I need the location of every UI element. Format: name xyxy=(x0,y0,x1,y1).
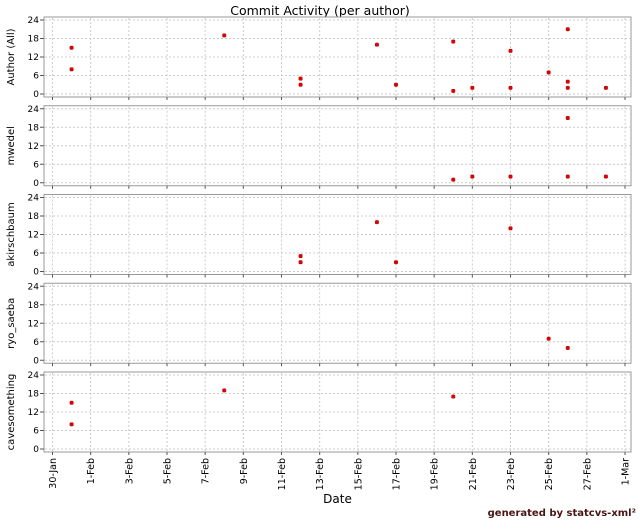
data-point xyxy=(603,174,608,179)
data-point xyxy=(394,82,398,87)
data-point xyxy=(394,260,398,265)
y-tick-label: 6 xyxy=(33,249,39,259)
data-point xyxy=(69,400,74,405)
subplot-cavesomething: 0 6 12 18 24 cavesomething xyxy=(6,371,632,455)
x-tick-label: 15-Feb xyxy=(353,458,364,490)
data-point xyxy=(603,85,608,90)
data-point xyxy=(508,48,513,53)
x-tick-label: 30-Jan xyxy=(48,458,59,489)
x-tick-label: 5-Feb xyxy=(162,458,173,484)
y-tick-label: 24 xyxy=(28,16,40,26)
y-tick-label: 0 xyxy=(33,445,39,455)
data-point xyxy=(222,33,227,38)
chart-title: Commit Activity (per author) xyxy=(230,3,410,18)
y-tick-label: 6 xyxy=(33,338,39,348)
watermark-generated-by: generated by statcvs-xml² xyxy=(487,508,636,519)
data-point xyxy=(565,116,570,120)
subplot-ryo-saeba: 0 6 12 18 24 ryo_saeba xyxy=(6,282,632,367)
data-point xyxy=(508,174,513,179)
x-tick-label: 3-Feb xyxy=(124,458,135,484)
x-tick-label: 1-Feb xyxy=(86,458,97,484)
y-tick-label: 18 xyxy=(28,35,40,45)
x-tick-label: 17-Feb xyxy=(391,458,402,490)
data-point xyxy=(451,394,456,399)
data-point xyxy=(565,79,570,84)
data-point xyxy=(298,76,303,81)
x-tick-label: 21-Feb xyxy=(468,458,479,490)
x-axis-title: Date xyxy=(323,492,352,506)
x-tick-label: 11-Feb xyxy=(277,458,288,490)
y-tick-label: 12 xyxy=(28,319,39,329)
data-point xyxy=(69,67,74,72)
y-tick-label: 6 xyxy=(33,427,39,437)
y-tick-label: 18 xyxy=(28,390,40,400)
data-point xyxy=(298,254,303,259)
x-tick-label: 9-Feb xyxy=(239,458,250,484)
data-point xyxy=(565,85,570,90)
subplot-author-label: Author (All) xyxy=(6,28,17,85)
subplot-mwedel: 0 6 12 18 24 mwedel xyxy=(6,105,632,189)
x-tick-label: 7-Feb xyxy=(201,458,212,484)
subplot-author-all: 0 6 12 18 24 Author (All) xyxy=(6,16,632,100)
x-tick-label: 19-Feb xyxy=(430,458,441,490)
y-tick-label: 12 xyxy=(28,408,39,418)
y-tick-label: 24 xyxy=(28,105,40,115)
data-point xyxy=(470,174,475,179)
x-tick-label: 23-Feb xyxy=(506,458,517,490)
y-tick-label: 12 xyxy=(28,53,39,63)
data-point xyxy=(508,85,513,90)
subplot-author-label: cavesomething xyxy=(6,374,17,451)
subplot-akirschbaum: 0 6 12 18 24 akirschbaum xyxy=(6,194,632,278)
data-point xyxy=(69,45,74,50)
subplot-author-label: akirschbaum xyxy=(6,202,17,266)
data-point xyxy=(69,422,74,427)
data-point xyxy=(222,388,227,393)
data-point xyxy=(470,85,475,90)
data-point xyxy=(546,336,551,341)
y-tick-label: 24 xyxy=(28,371,40,381)
y-tick-label: 12 xyxy=(28,231,39,241)
data-point xyxy=(565,345,570,350)
data-point xyxy=(451,88,456,93)
y-tick-label: 0 xyxy=(33,179,39,189)
y-tick-label: 18 xyxy=(28,123,40,133)
data-point xyxy=(565,27,570,32)
y-tick-label: 18 xyxy=(28,212,40,222)
x-tick-label: 25-Feb xyxy=(544,458,555,490)
y-tick-label: 0 xyxy=(33,356,39,366)
data-point xyxy=(451,39,456,44)
y-tick-label: 6 xyxy=(33,160,39,170)
data-point xyxy=(451,177,456,182)
data-point xyxy=(298,260,303,265)
data-point xyxy=(374,220,379,225)
x-tick-label: 13-Feb xyxy=(315,458,326,490)
y-tick-label: 0 xyxy=(33,268,39,278)
y-tick-label: 0 xyxy=(33,90,39,100)
data-point xyxy=(546,70,551,75)
y-tick-label: 6 xyxy=(33,72,39,82)
data-point xyxy=(508,226,513,231)
subplot-author-label: mwedel xyxy=(6,126,17,165)
y-tick-label: 24 xyxy=(28,194,40,204)
data-point xyxy=(565,174,570,179)
x-tick-label: 27-Feb xyxy=(582,458,593,490)
data-point xyxy=(298,82,303,87)
y-tick-label: 24 xyxy=(28,282,40,292)
y-tick-label: 12 xyxy=(28,142,39,152)
subplot-author-label: ryo_saeba xyxy=(6,298,17,349)
x-tick-label: 1-Mar xyxy=(620,458,631,485)
data-point xyxy=(374,42,379,47)
y-tick-label: 18 xyxy=(28,301,40,311)
